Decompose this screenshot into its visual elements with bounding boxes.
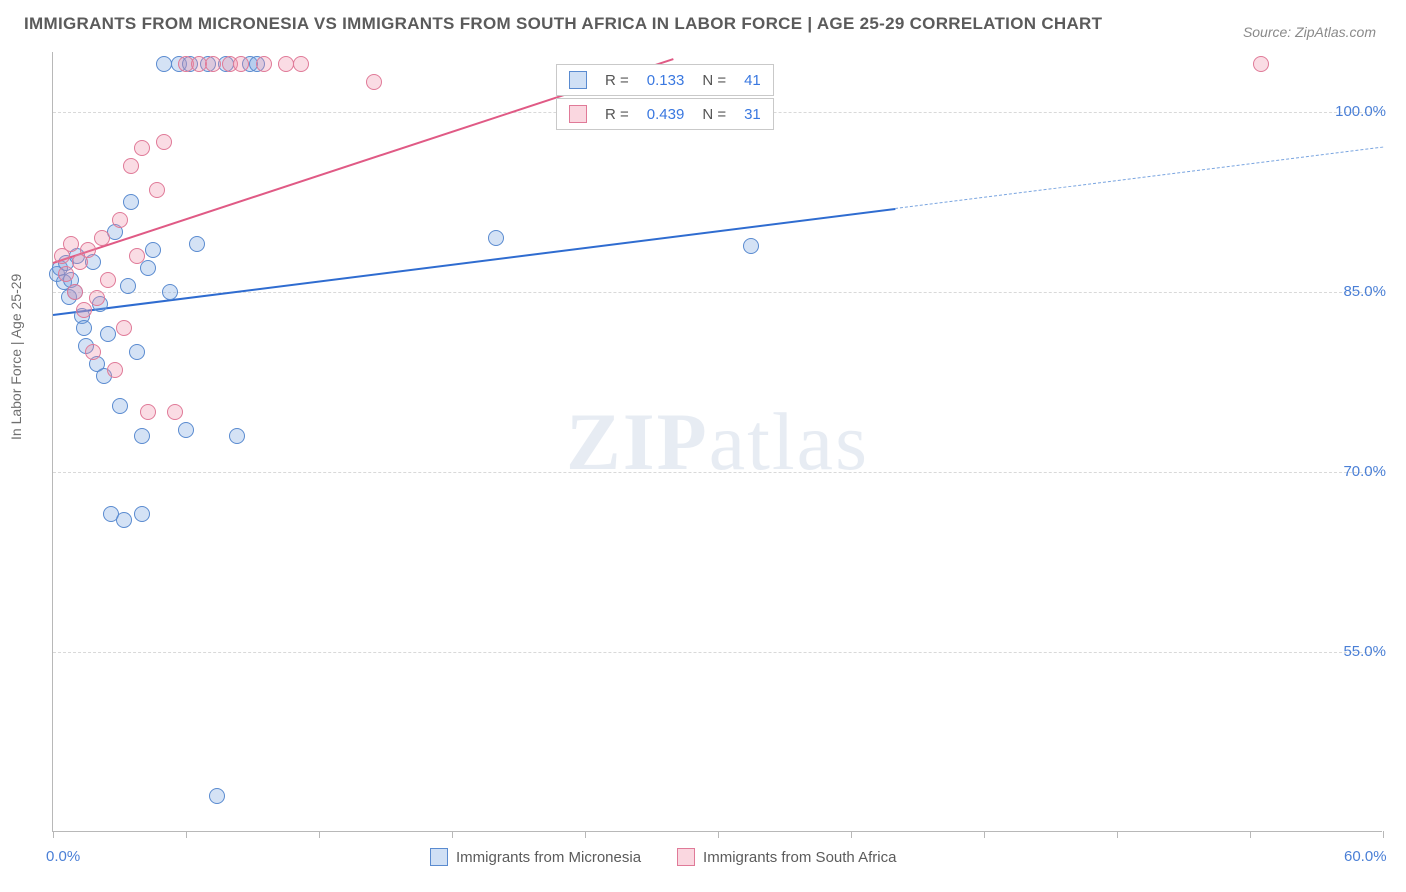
legend-swatch — [677, 848, 695, 866]
x-tick — [53, 831, 54, 838]
data-point — [149, 182, 165, 198]
legend-swatch — [569, 105, 587, 123]
x-tick — [1250, 831, 1251, 838]
trend-line — [53, 208, 896, 316]
data-point — [100, 326, 116, 342]
data-point — [80, 242, 96, 258]
data-point — [366, 74, 382, 90]
data-point — [123, 194, 139, 210]
data-point — [134, 140, 150, 156]
data-point — [743, 238, 759, 254]
x-tick — [186, 831, 187, 838]
x-tick — [718, 831, 719, 838]
data-point — [140, 260, 156, 276]
data-point — [1253, 56, 1269, 72]
y-tick-label: 70.0% — [1343, 463, 1386, 480]
legend-item: Immigrants from South Africa — [677, 848, 896, 866]
source-label: Source: ZipAtlas.com — [1243, 24, 1376, 40]
data-point — [129, 344, 145, 360]
data-point — [167, 404, 183, 420]
r-label: R = — [605, 72, 629, 89]
data-point — [89, 290, 105, 306]
n-value: 31 — [744, 106, 761, 123]
data-point — [85, 344, 101, 360]
n-value: 41 — [744, 72, 761, 89]
x-tick — [585, 831, 586, 838]
legend-label: Immigrants from South Africa — [703, 849, 896, 866]
x-tick — [851, 831, 852, 838]
n-label: N = — [702, 72, 726, 89]
data-point — [205, 56, 221, 72]
data-point — [156, 56, 172, 72]
data-point — [129, 248, 145, 264]
data-point — [58, 266, 74, 282]
x-tick — [1117, 831, 1118, 838]
r-label: R = — [605, 106, 629, 123]
data-point — [116, 320, 132, 336]
data-point — [229, 428, 245, 444]
data-point — [116, 512, 132, 528]
data-point — [140, 404, 156, 420]
legend-swatch — [569, 71, 587, 89]
data-point — [178, 422, 194, 438]
data-point — [123, 158, 139, 174]
chart-title: IMMIGRANTS FROM MICRONESIA VS IMMIGRANTS… — [24, 14, 1102, 34]
data-point — [134, 506, 150, 522]
data-point — [189, 236, 205, 252]
watermark: ZIPatlas — [566, 395, 869, 489]
data-point — [156, 134, 172, 150]
data-point — [209, 788, 225, 804]
x-tick — [1383, 831, 1384, 838]
x-tick-label-left: 0.0% — [46, 848, 80, 865]
data-point — [233, 56, 249, 72]
gridline — [53, 472, 1382, 473]
data-point — [76, 302, 92, 318]
gridline — [53, 652, 1382, 653]
y-tick-label: 100.0% — [1335, 103, 1386, 120]
data-point — [67, 284, 83, 300]
data-point — [134, 428, 150, 444]
data-point — [256, 56, 272, 72]
data-point — [278, 56, 294, 72]
data-point — [63, 236, 79, 252]
r-value: 0.439 — [647, 106, 685, 123]
y-tick-label: 55.0% — [1343, 643, 1386, 660]
plot-area: ZIPatlas — [52, 52, 1382, 832]
trend-line — [895, 146, 1383, 208]
data-point — [120, 278, 136, 294]
n-label: N = — [702, 106, 726, 123]
stat-box: R = 0.439 N = 31 — [556, 98, 774, 130]
legend-item: Immigrants from Micronesia — [430, 848, 641, 866]
x-tick — [984, 831, 985, 838]
stat-box: R = 0.133 N = 41 — [556, 64, 774, 96]
data-point — [107, 362, 123, 378]
data-point — [76, 320, 92, 336]
x-tick-label-right: 60.0% — [1344, 848, 1387, 865]
legend-label: Immigrants from Micronesia — [456, 849, 641, 866]
data-point — [94, 230, 110, 246]
legend-bottom: Immigrants from Micronesia Immigrants fro… — [430, 848, 896, 866]
data-point — [112, 398, 128, 414]
data-point — [293, 56, 309, 72]
x-tick — [452, 831, 453, 838]
data-point — [162, 284, 178, 300]
x-tick — [319, 831, 320, 838]
data-point — [100, 272, 116, 288]
data-point — [145, 242, 161, 258]
data-point — [112, 212, 128, 228]
r-value: 0.133 — [647, 72, 685, 89]
y-tick-label: 85.0% — [1343, 283, 1386, 300]
legend-swatch — [430, 848, 448, 866]
gridline — [53, 292, 1382, 293]
y-axis-label: In Labor Force | Age 25-29 — [8, 274, 24, 440]
data-point — [488, 230, 504, 246]
